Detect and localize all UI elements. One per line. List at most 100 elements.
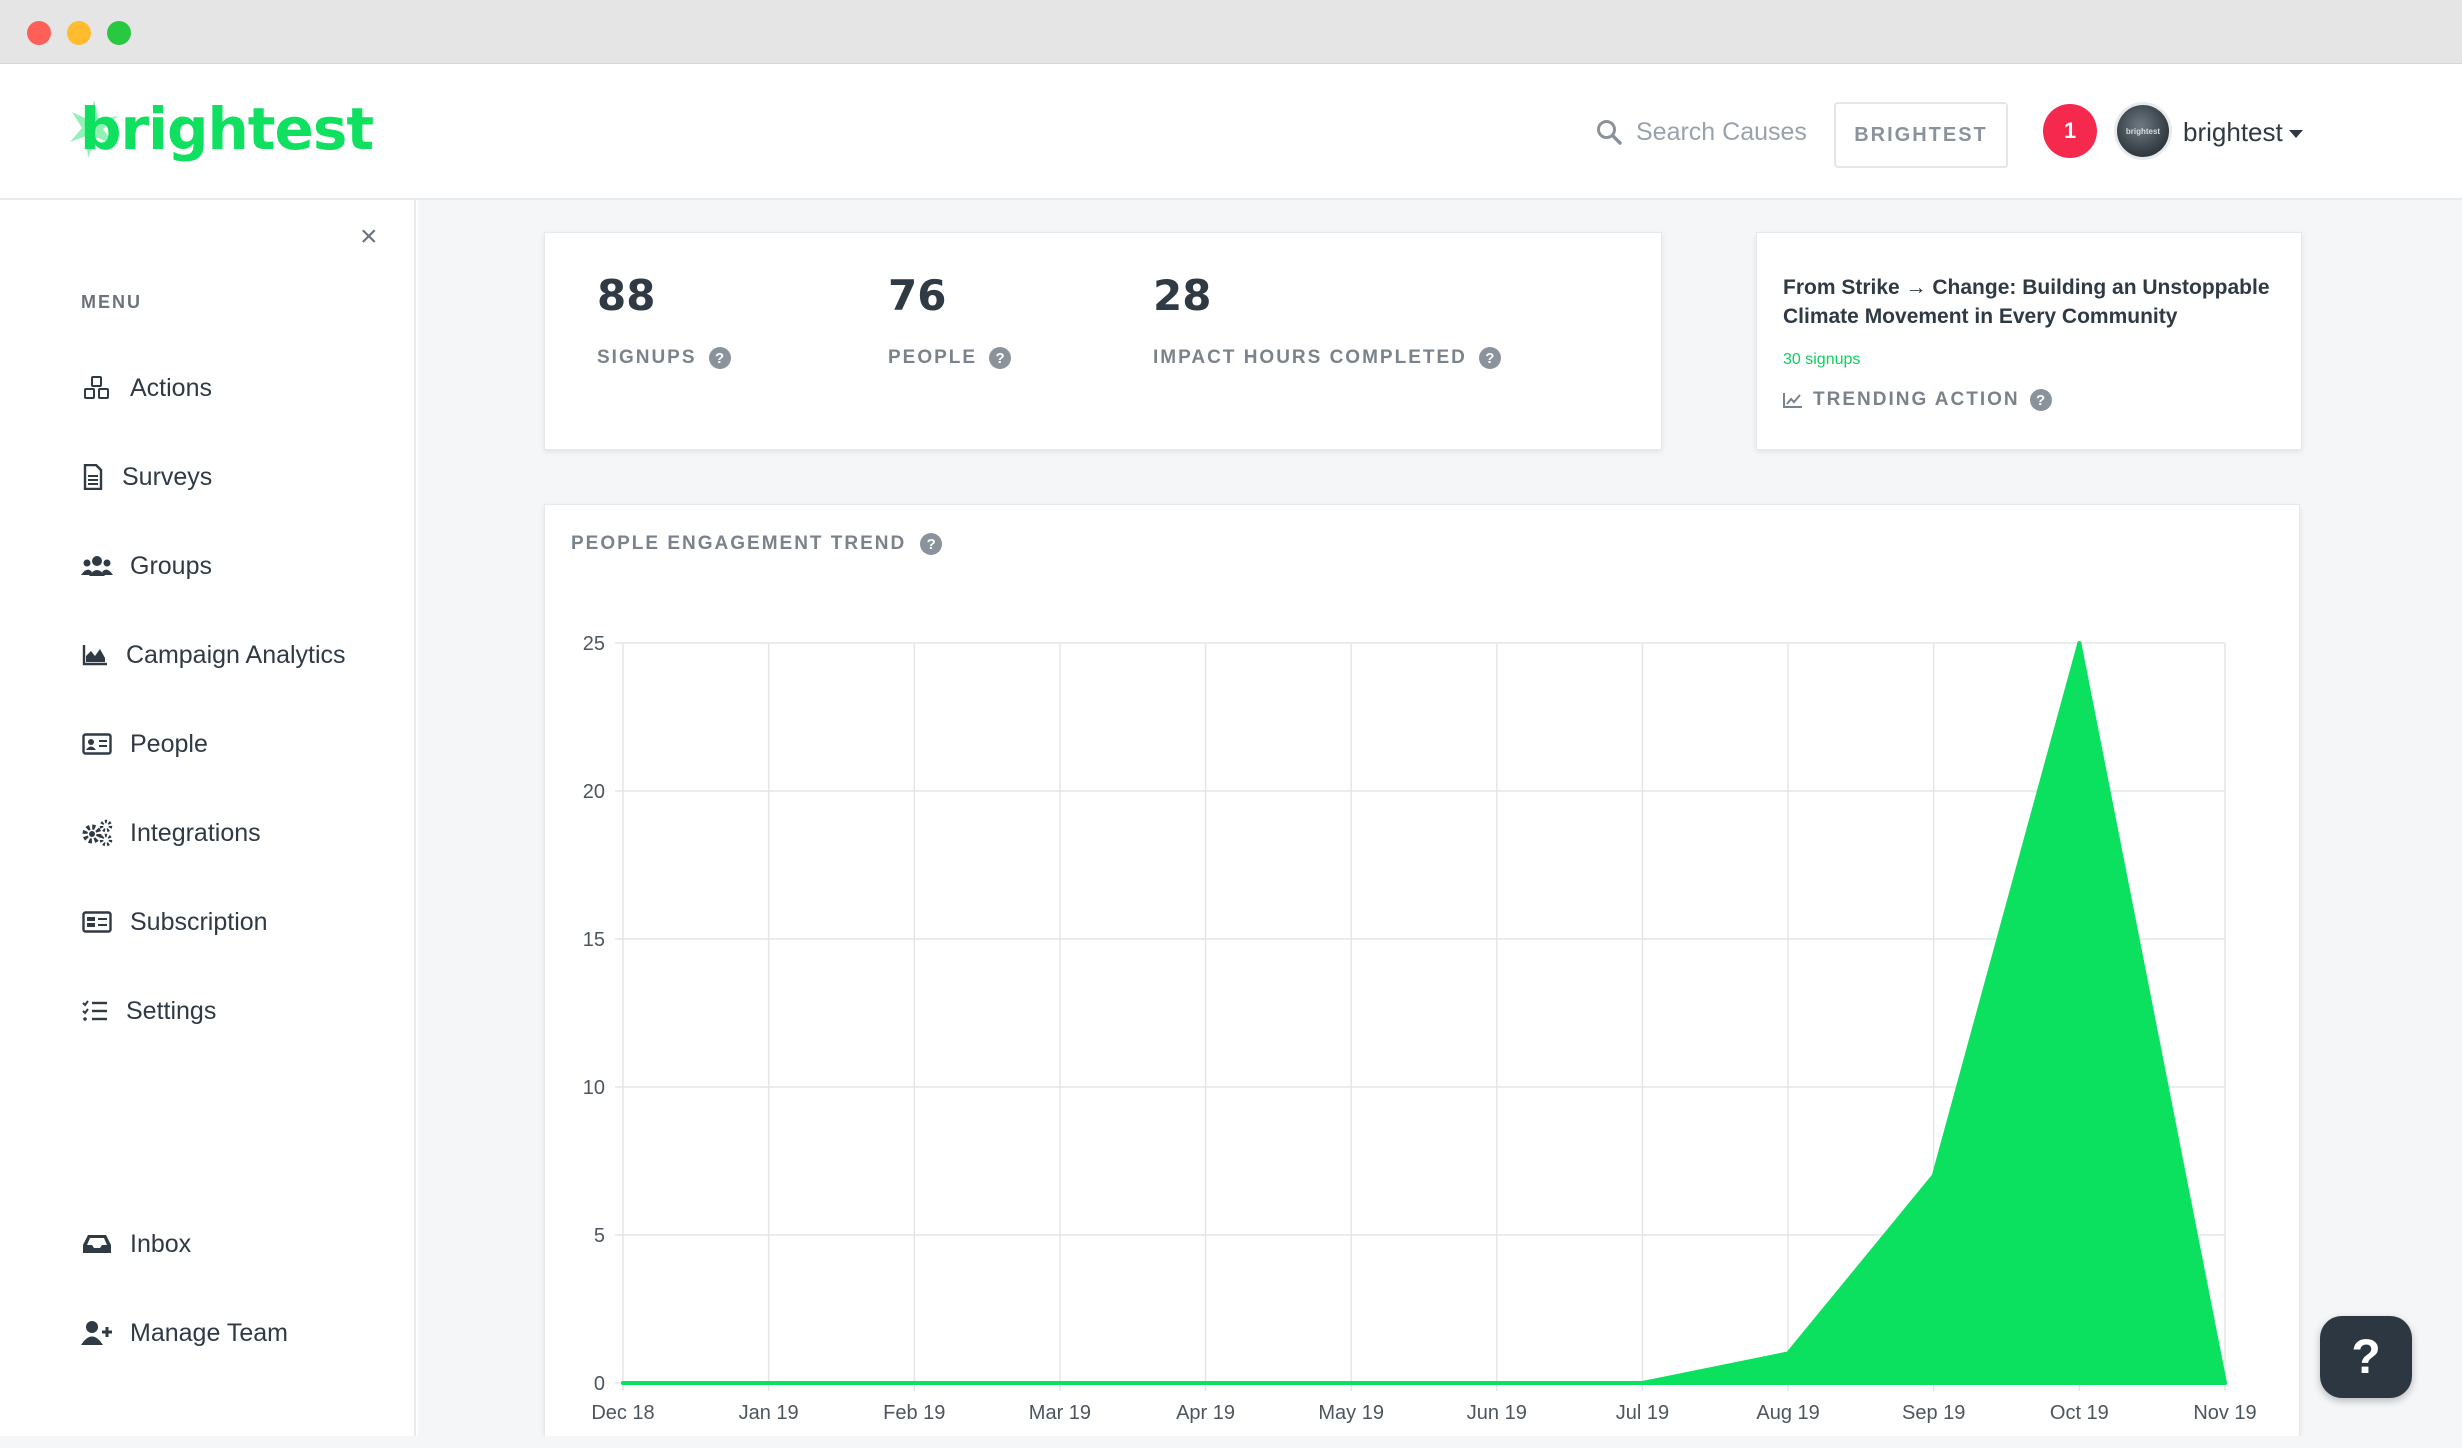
checklist-icon — [80, 994, 110, 1028]
sidebar-item-label: Subscription — [130, 907, 268, 936]
id-card-icon — [80, 727, 114, 761]
sidebar-item-settings[interactable]: Settings — [80, 989, 216, 1033]
x-tick-label: Nov 19 — [2193, 1402, 2256, 1424]
signups-count: 88 — [597, 271, 656, 320]
window-maximize-button[interactable] — [107, 21, 131, 45]
help-icon[interactable]: ? — [1478, 347, 1501, 369]
bottom-strip — [0, 1436, 2462, 1448]
help-icon[interactable]: ? — [920, 533, 943, 555]
sidebar-item-label: Actions — [130, 373, 212, 402]
organization-button[interactable]: BRIGHTEST — [1834, 102, 2008, 168]
sidebar-item-label: People — [130, 729, 208, 758]
x-tick-label: May 19 — [1318, 1402, 1384, 1424]
sidebar-item-surveys[interactable]: Surveys — [80, 455, 212, 499]
y-tick-label: 0 — [594, 1373, 605, 1395]
x-tick-label: Oct 19 — [2050, 1402, 2109, 1424]
avatar[interactable]: brightest — [2114, 102, 2172, 160]
search-icon — [1597, 120, 1622, 145]
search-placeholder: Search Causes — [1636, 117, 1807, 146]
app-header: brightest Search Causes BRIGHTEST 1 brig… — [0, 64, 2462, 200]
help-chat-button[interactable]: ? — [2320, 1316, 2412, 1398]
y-tick-label: 20 — [583, 781, 605, 803]
sidebar-item-label: Inbox — [130, 1229, 192, 1258]
data-point — [1494, 1381, 1499, 1385]
brand-logo[interactable]: brightest — [68, 94, 374, 164]
trending-action-label-text: TRENDING ACTION — [1813, 389, 2020, 410]
user-menu[interactable]: brightest — [2183, 112, 2303, 152]
y-tick-label: 25 — [583, 633, 605, 655]
trending-action-label: TRENDING ACTION ? — [1783, 389, 2052, 411]
x-tick-label: Feb 19 — [883, 1402, 945, 1424]
chart-title-text: PEOPLE ENGAGEMENT TREND — [571, 533, 907, 554]
data-point — [2223, 1381, 2227, 1385]
x-tick-label: Mar 19 — [1029, 1402, 1091, 1424]
data-point — [1057, 1381, 1062, 1385]
help-icon[interactable]: ? — [708, 347, 731, 369]
x-tick-label: Apr 19 — [1176, 1402, 1235, 1424]
sidebar-item-label: Settings — [126, 996, 217, 1025]
window-close-button[interactable] — [27, 21, 51, 45]
engagement-chart-card: 0 5 10 15 20 25 Dec 18 Jan 19 Feb 19 Mar 19 Apr 19… — [544, 504, 2300, 1444]
chart-title: PEOPLE ENGAGEMENT TREND ? — [571, 533, 943, 555]
engagement-chart: 0 5 10 15 20 25 Dec 18 Jan 19 Feb 19 Mar 19 Apr 19… — [583, 633, 2257, 1424]
sidebar-item-actions[interactable]: Actions — [80, 366, 212, 410]
sidebar-item-integrations[interactable]: Integrations — [80, 811, 261, 855]
receipt-icon — [80, 905, 114, 939]
help-icon[interactable]: ? — [2029, 389, 2052, 411]
logo-text: brightest — [80, 95, 374, 163]
main-content: 88 SIGNUPS ? 76 PEOPLE ? 28 IMPACT HOURS… — [418, 200, 2462, 1444]
sidebar-item-label: Groups — [130, 551, 212, 580]
line-chart-icon — [1783, 393, 1802, 408]
trending-action-card[interactable]: From Strike → Change: Building an Unstop… — [1756, 232, 2302, 450]
area-chart-icon — [80, 638, 110, 672]
series-area — [621, 641, 2227, 1385]
window-minimize-button[interactable] — [67, 21, 91, 45]
gears-icon — [80, 816, 114, 850]
signups-label: SIGNUPS ? — [597, 347, 731, 369]
people-label-text: PEOPLE — [888, 347, 978, 368]
x-tick-label: Jul 19 — [1616, 1402, 1669, 1424]
sidebar-item-manage-team[interactable]: Manage Team — [80, 1311, 288, 1355]
sidebar-item-subscription[interactable]: Subscription — [80, 900, 268, 944]
data-point — [1640, 1381, 1645, 1385]
sidebar-item-label: Manage Team — [130, 1318, 288, 1347]
sidebar-item-campaign-analytics[interactable]: Campaign Analytics — [80, 633, 346, 677]
trending-action-title[interactable]: From Strike → Change: Building an Unstop… — [1783, 276, 2270, 328]
sidebar: × MENU Actions Surveys Groups Campaign A… — [0, 200, 416, 1436]
close-icon[interactable]: × — [360, 220, 378, 253]
people-count: 76 — [888, 271, 947, 320]
sidebar-item-label: Integrations — [130, 818, 261, 847]
x-tick-label: Sep 19 — [1902, 1402, 1965, 1424]
cubes-icon — [80, 371, 114, 405]
avatar-text: brightest — [2125, 126, 2161, 136]
sidebar-item-people[interactable]: People — [80, 722, 208, 766]
y-tick-label: 10 — [583, 1077, 605, 1099]
impact-hours-label: IMPACT HOURS COMPLETED ? — [1153, 347, 1501, 369]
data-point — [766, 1381, 771, 1385]
sidebar-item-groups[interactable]: Groups — [80, 544, 212, 588]
help-icon[interactable]: ? — [989, 347, 1012, 369]
username: brightest — [2183, 116, 2283, 147]
data-point — [1203, 1381, 1208, 1385]
x-tick-label: Dec 18 — [591, 1402, 654, 1424]
window-titlebar — [0, 0, 2462, 64]
impact-hours-count: 28 — [1153, 271, 1212, 320]
people-label: PEOPLE ? — [888, 347, 1012, 369]
document-icon — [80, 460, 106, 494]
data-point — [1786, 1351, 1791, 1356]
y-tick-label: 5 — [594, 1225, 605, 1247]
impact-hours-label-text: IMPACT HOURS COMPLETED — [1153, 347, 1467, 368]
sidebar-item-inbox[interactable]: Inbox — [80, 1222, 191, 1266]
data-point — [2077, 641, 2082, 645]
sidebar-item-label: Campaign Analytics — [126, 640, 346, 669]
sidebar-item-label: Surveys — [122, 462, 213, 491]
data-point — [912, 1381, 917, 1385]
x-tick-label: Jun 19 — [1467, 1402, 1527, 1424]
data-point — [621, 1381, 625, 1385]
chevron-down-icon — [2288, 130, 2303, 138]
menu-label: MENU — [81, 292, 142, 312]
y-tick-label: 15 — [583, 929, 605, 951]
notification-badge[interactable]: 1 — [2043, 104, 2097, 158]
search-causes[interactable]: Search Causes — [1596, 112, 1807, 152]
data-point — [1349, 1381, 1354, 1385]
